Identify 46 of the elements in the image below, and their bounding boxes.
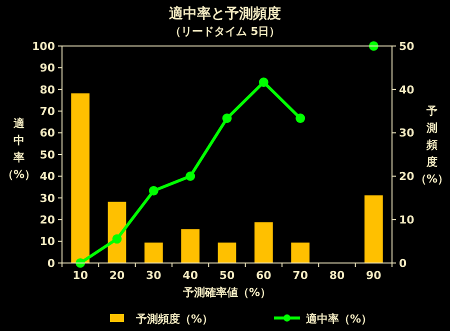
y2-tick-label: 30 [399,126,415,140]
y-tick-label: 10 [40,235,56,248]
y2-tick-label: 0 [399,256,407,270]
y-tick-label: 80 [40,83,56,96]
bar [364,195,383,263]
y-axis-title: 適中率（%） [2,117,36,181]
y-tick-label: 90 [40,62,56,75]
point [296,114,306,123]
legend-label: 適中率（%） [305,312,372,326]
point [112,234,122,244]
x-tick-label: 80 [329,269,345,282]
y-tick-label: 40 [40,170,56,184]
point [186,171,196,181]
bar [254,222,273,263]
y2-tick-label: 20 [399,170,415,184]
x-tick-label: 90 [366,269,382,282]
bar [218,242,236,263]
x-tick-label: 60 [256,269,272,282]
y-tick-label: 70 [40,104,56,118]
x-tick-label: 40 [182,269,198,282]
point [258,78,268,87]
x-tick-label: 30 [146,269,162,282]
x-tick-label: 10 [72,269,88,282]
legend-label: 予測頻度（%） [135,312,214,326]
y-tick-label: 50 [40,148,56,162]
y-tick-label: 30 [40,192,56,205]
bar [291,242,310,263]
y2-tick-label: 40 [399,83,415,96]
x-axis-title: 予測確率値（%） [182,286,272,299]
x-tick-label: 20 [109,269,125,282]
point [148,186,158,196]
y2-axis-title: 予測頻度（%） [415,104,449,186]
bar [71,93,90,263]
point [222,114,232,123]
x-tick-label: 50 [219,269,235,282]
y-tick-label: 0 [47,256,56,270]
bar [181,229,200,263]
y-tick-label: 20 [40,213,56,226]
y-tick-label: 60 [40,126,56,140]
y2-tick-label: 50 [399,40,415,53]
y2-tick-label: 10 [399,213,415,226]
y-tick-label: 100 [32,40,56,53]
chart-title: 適中率と予測頻度 [168,5,281,22]
chart-subtitle: （リードタイム 5日） [170,25,280,38]
x-tick-label: 70 [292,269,308,282]
bar [144,242,163,263]
